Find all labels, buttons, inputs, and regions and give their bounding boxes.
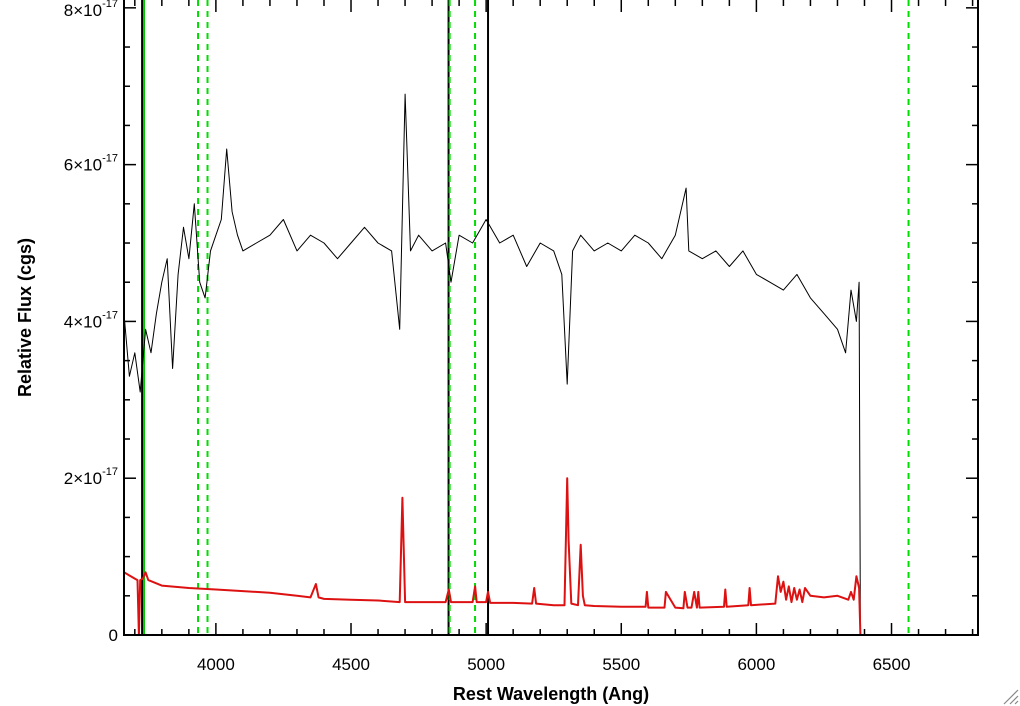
x-tick-label: 6000	[737, 655, 775, 674]
x-axis-title: Rest Wavelength (Ang)	[453, 684, 649, 704]
axis-ticks	[124, 0, 978, 636]
line-markers	[141, 0, 910, 635]
y-tick-label: 6×10-17	[64, 153, 118, 175]
y-tick-labels: 0 2×10-17 4×10-17 6×10-17 8×10-17	[64, 0, 118, 645]
x-tick-label: 4000	[197, 655, 235, 674]
y-tick-label: 0	[109, 626, 118, 645]
series-line	[123, 93, 973, 636]
x-tick-labels: 4000 4500 5000 5500 6000 6500	[197, 655, 910, 674]
x-tick-label: 5000	[467, 655, 505, 674]
resize-grip-icon[interactable]	[1003, 689, 1019, 705]
y-axis-title: Relative Flux (cgs)	[15, 238, 35, 397]
plot-frame	[123, 0, 979, 636]
x-tick-label: 6500	[873, 655, 911, 674]
y-tick-label: 4×10-17	[64, 309, 118, 331]
series-line	[123, 477, 973, 636]
x-tick-label: 5500	[602, 655, 640, 674]
y-tick-label: 8×10-17	[64, 0, 118, 20]
spectrum-series	[123, 93, 973, 636]
x-tick-label: 4500	[332, 655, 370, 674]
y-tick-label: 2×10-17	[64, 466, 118, 488]
